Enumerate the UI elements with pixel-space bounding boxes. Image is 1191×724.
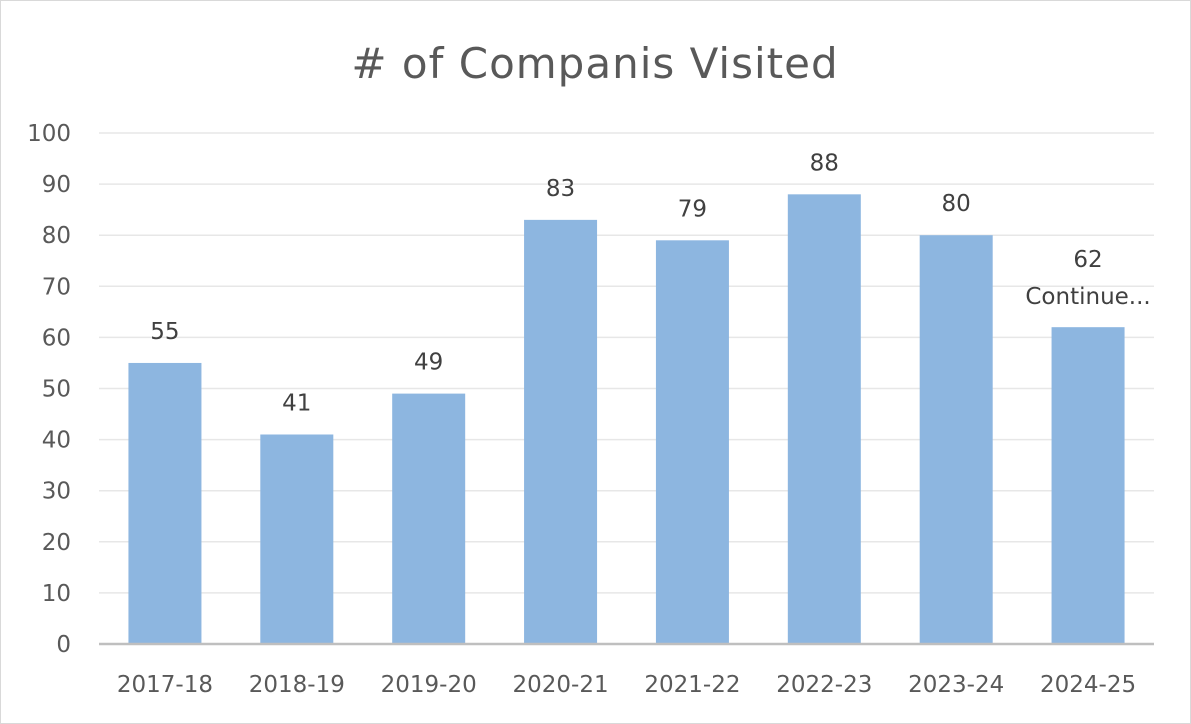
data-label: 88	[810, 150, 839, 176]
y-tick-label: 60	[42, 325, 71, 351]
x-tick-label: 2021-22	[644, 672, 740, 698]
bar	[392, 393, 466, 644]
x-tick-label: 2019-20	[381, 672, 477, 698]
y-tick-label: 30	[42, 479, 71, 505]
chart-title: # of Companis Visited	[351, 39, 838, 88]
data-labels: 55 41 49 83 79 88 80 62 Continue...	[150, 150, 1150, 416]
bar	[128, 362, 202, 644]
y-axis-tick-labels: 0 10 20 30 40 50 60 70 80 90 100	[27, 121, 71, 658]
data-label: 55	[150, 319, 179, 345]
y-tick-label: 20	[42, 530, 71, 556]
bar	[655, 240, 729, 644]
y-tick-label: 10	[42, 581, 71, 607]
x-tick-label: 2022-23	[776, 672, 872, 698]
bars	[128, 194, 1125, 644]
y-tick-label: 0	[56, 632, 71, 658]
data-label: 80	[942, 191, 971, 217]
x-axis-tick-labels: 2017-18 2018-19 2019-20 2020-21 2021-22 2022-…	[117, 672, 1136, 698]
data-label: 49	[414, 350, 443, 376]
x-tick-label: 2023-24	[908, 672, 1004, 698]
gridlines	[99, 132, 1154, 594]
y-tick-label: 80	[42, 223, 71, 249]
bar	[1051, 327, 1125, 644]
data-label: 83	[546, 176, 575, 202]
data-label: 62	[1073, 247, 1102, 273]
bar	[919, 235, 993, 644]
data-label: 79	[678, 196, 707, 222]
bar	[787, 194, 861, 644]
y-tick-label: 70	[42, 274, 71, 300]
x-tick-label: 2017-18	[117, 672, 213, 698]
bar	[260, 434, 334, 644]
x-tick-label: 2020-21	[513, 672, 609, 698]
y-tick-label: 50	[42, 377, 71, 403]
x-tick-label: 2024-25	[1040, 672, 1136, 698]
data-label: 41	[282, 390, 311, 416]
annotation-label: Continue...	[1025, 284, 1150, 310]
y-tick-label: 40	[42, 428, 71, 454]
y-tick-label: 100	[27, 121, 71, 147]
x-tick-label: 2018-19	[249, 672, 345, 698]
y-tick-label: 90	[42, 172, 71, 198]
bar	[524, 219, 598, 644]
